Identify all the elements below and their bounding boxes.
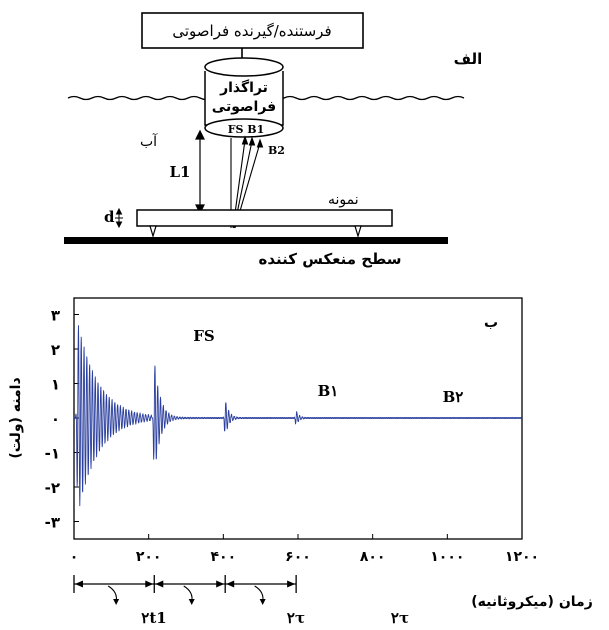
echo-fs-arrowhead [241, 135, 249, 145]
thickness-dimension [115, 207, 123, 229]
reflector-surface [64, 237, 448, 244]
interval-arrowhead [226, 580, 235, 588]
signal-line [73, 325, 523, 507]
interval-arrowhead [145, 580, 154, 588]
transducer-face [204, 118, 284, 138]
panel-label-b: ب [484, 315, 498, 331]
y-ticks: ۳ ۲ ۱ ۰ -۱ -۲ -۳ [45, 307, 79, 532]
echo-b1-arrowhead [248, 136, 256, 146]
interval-arrowhead [75, 580, 83, 588]
l1-dimension [195, 129, 205, 215]
interval-label-3: ۲τ [391, 609, 409, 627]
interval-label-1: ۲t1 [141, 609, 166, 627]
y-tick-label: ۰ [51, 410, 60, 428]
interval-arrowhead [155, 580, 164, 588]
sample-support-right [354, 225, 362, 239]
x-tick-label: ۱۰۰۰ [430, 549, 464, 565]
x-tick-label: ۲۰۰ [136, 549, 162, 565]
y-tick-label: ۲ [51, 341, 60, 359]
sample-plate [136, 209, 393, 227]
x-ticks: ۰ ۲۰۰ ۴۰۰ ۶۰۰ ۸۰۰ ۱۰۰۰ ۱۲۰۰ [70, 534, 539, 565]
y-tick-label: ۱ [51, 376, 60, 394]
interval-arrowhead [216, 580, 225, 588]
sample-label: نمونه [328, 192, 359, 208]
annotation-b2: B۲ [443, 388, 464, 406]
x-tick-label: ۸۰۰ [360, 549, 386, 565]
interval-label-2: ۲τ [287, 609, 305, 627]
thickness-arrow-down [115, 221, 123, 229]
interval-leader-arrowhead [259, 599, 266, 605]
l1-arrow-down [195, 204, 205, 215]
echo-b2-arrowhead [256, 138, 264, 148]
sample-support-left [149, 225, 157, 239]
interval-leader-arrowhead [113, 599, 120, 605]
annotation-fs: FS [193, 327, 214, 345]
interval-bar [73, 575, 297, 605]
transceiver-box [141, 12, 364, 49]
x-tick-label: ۰ [70, 549, 79, 565]
x-axis-label: زمان (میکروثانیه) [471, 594, 593, 610]
thickness-arrow-up [115, 207, 123, 215]
y-axis-label: دامنه (ولت) [8, 377, 24, 458]
panel-label-a: الف [454, 50, 483, 68]
y-tick-label: -۲ [45, 479, 60, 497]
reflector-label: سطح منعکس کننده [259, 250, 402, 268]
interval-leader-arrowhead [188, 599, 195, 605]
l1-label: L1 [170, 163, 191, 181]
l1-arrow-up [195, 129, 205, 140]
x-tick-label: ۶۰۰ [285, 549, 311, 565]
y-tick-label: -۳ [45, 514, 60, 532]
chart-panel: ب دامنه (ولت) ۳ ۲ ۱ ۰ -۱ -۲ -۳ ۰ ۲۰۰ ۴۰۰ ۶۰۰ ۸۰۰ ۱۰… [8, 297, 593, 627]
y-tick-label: ۳ [51, 307, 60, 325]
interval-arrowhead [287, 580, 296, 588]
transceiver-label: فرستنده/گیرنده فراصوتی [172, 22, 331, 40]
schematic-panel: فرستنده/گیرنده فراصوتی الف تراگذار فراصو… [64, 12, 483, 268]
y-tick-label: -۱ [45, 445, 60, 463]
x-tick-label: ۴۰۰ [211, 549, 237, 565]
transducer-label-2: فراصوتی [212, 99, 276, 115]
transducer-label-1: تراگذار [219, 79, 268, 96]
b2-label: B2 [268, 144, 285, 157]
echo-labels: FS B1 [228, 123, 265, 136]
annotation-b1: B۱ [318, 382, 339, 400]
x-tick-label: ۱۲۰۰ [505, 549, 539, 565]
water-label: آب [140, 133, 158, 150]
thickness-label: d [104, 208, 115, 226]
transducer-top [204, 57, 284, 77]
